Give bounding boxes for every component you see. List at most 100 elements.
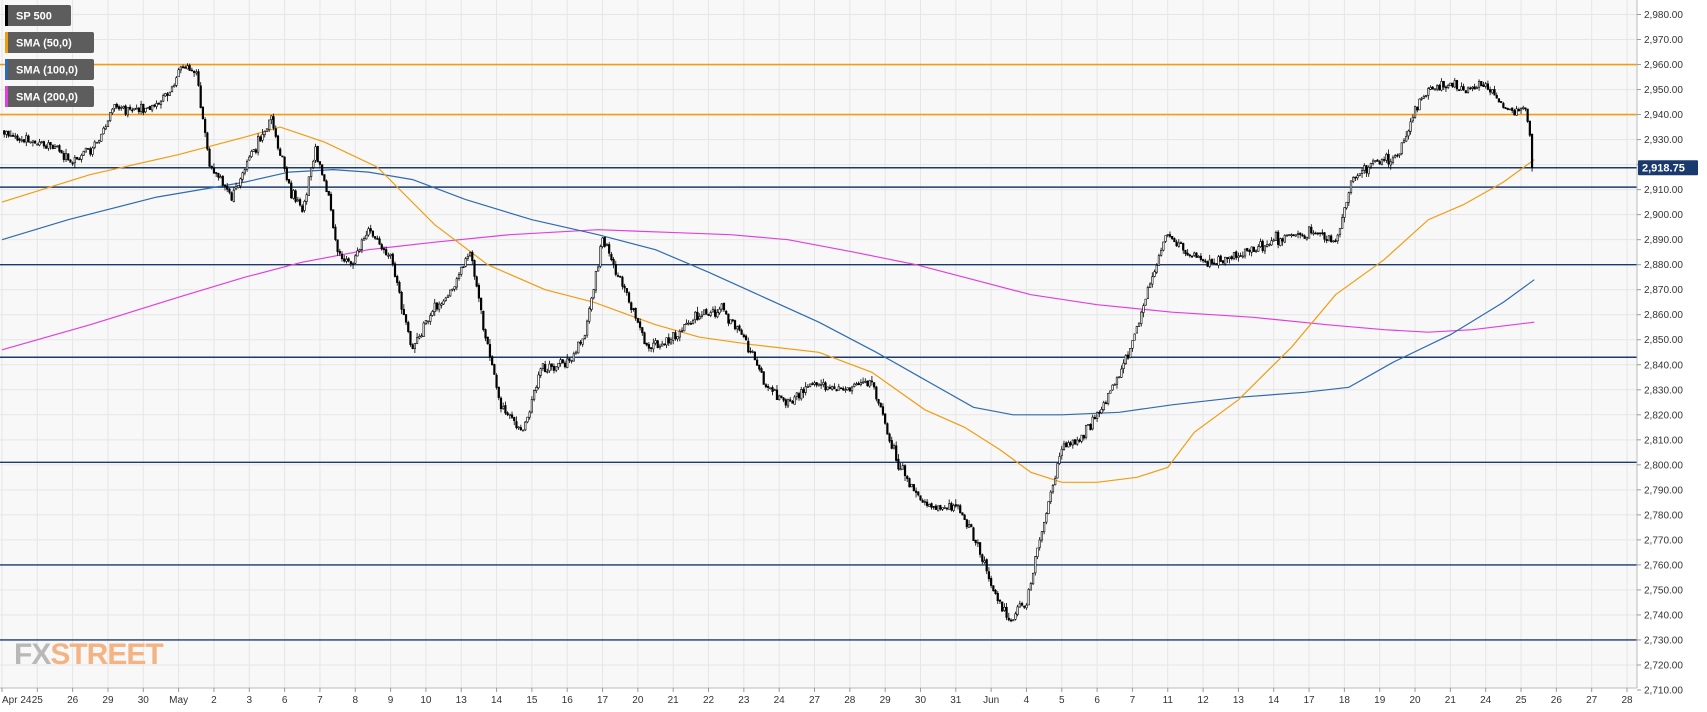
candle-body-up (1367, 167, 1370, 175)
candle-body-up (429, 315, 432, 322)
candle-body-down (223, 184, 227, 187)
candle-body-up (113, 104, 116, 109)
candle-body-down (504, 405, 507, 414)
y-tick-label: 2,810.00 (1644, 435, 1683, 446)
candle-body-down (992, 585, 995, 592)
candle-body-up (976, 542, 979, 545)
candle-body-up (1038, 539, 1041, 548)
candle-body-down (285, 168, 288, 181)
candle-body-up (1166, 234, 1169, 236)
candle-body-up (1027, 589, 1030, 606)
candle-body-up (1162, 241, 1165, 251)
candle-body-down (1387, 153, 1390, 165)
candle-body-up (464, 258, 467, 267)
candle-body-up (1232, 252, 1236, 260)
candle-body-down (22, 139, 26, 143)
candle-body-up (948, 503, 951, 510)
candle-body-down (1319, 232, 1322, 235)
candle-body-down (488, 344, 492, 358)
candle-body-up (239, 178, 242, 187)
candle-body-up (1237, 255, 1240, 258)
legend-color-swatch (5, 32, 8, 53)
candle-body-down (764, 384, 768, 388)
candle-body-up (1025, 604, 1028, 609)
candle-body-down (486, 336, 489, 345)
candle-body-up (14, 135, 17, 138)
candle-body-up (1345, 201, 1348, 209)
x-tick-label: 14 (491, 695, 503, 706)
candle-body-up (1307, 226, 1311, 239)
candle-body-down (301, 205, 304, 213)
candle-body-down (1489, 89, 1492, 93)
candle-body-up (1047, 501, 1050, 514)
candle-body-down (385, 249, 388, 256)
legend-color-swatch (5, 5, 8, 26)
candle-body-up (1036, 547, 1039, 558)
candle-body-down (961, 512, 964, 516)
candle-body-up (1347, 192, 1350, 203)
candle-body-down (497, 386, 500, 398)
candle-body-down (714, 309, 717, 317)
candle-body-down (1480, 81, 1483, 87)
candle-body-down (1292, 234, 1295, 237)
candle-body-up (605, 244, 609, 247)
svg-text:FXSTREET: FXSTREET (14, 638, 163, 671)
candle-body-up (680, 330, 684, 332)
candle-body-up (1118, 376, 1121, 379)
logo-fx-text: FX (14, 638, 51, 671)
x-tick-label: 25 (1515, 695, 1527, 706)
candle-body-up (1115, 377, 1119, 385)
candle-body-down (137, 107, 140, 113)
candle-body-up (111, 108, 114, 114)
candle-body-up (1096, 412, 1099, 419)
candle-body-down (727, 313, 730, 324)
candle-body-up (1155, 264, 1158, 273)
candle-body-down (998, 599, 1002, 602)
candle-body-up (1471, 86, 1474, 89)
x-tick-label: 7 (317, 695, 323, 706)
x-tick-label: 20 (1409, 695, 1421, 706)
candle-body-down (674, 332, 677, 340)
candle-body-down (329, 193, 333, 211)
y-tick-label: 2,840.00 (1644, 360, 1683, 371)
candle-body-down (1078, 439, 1081, 442)
y-tick-label: 2,960.00 (1644, 60, 1683, 71)
candle-body-up (1228, 256, 1231, 260)
candle-body-down (1215, 263, 1218, 265)
candle-body-down (1005, 606, 1008, 618)
candle-body-up (1080, 434, 1083, 442)
candle-body-down (1065, 442, 1068, 448)
candle-body-down (722, 302, 726, 311)
candle-body-down (1310, 226, 1313, 234)
candle-body-up (901, 465, 904, 470)
candle-body-down (632, 308, 635, 310)
candle-body-up (1413, 106, 1417, 118)
candle-body-up (292, 190, 295, 199)
candle-body-up (1140, 311, 1143, 324)
candle-body-up (1272, 239, 1275, 242)
x-tick-label: 29 (102, 695, 114, 706)
candle-body-up (95, 141, 99, 144)
candle-body-down (608, 244, 611, 254)
x-tick-label: 29 (880, 695, 892, 706)
candle-body-up (219, 176, 222, 179)
candle-body-down (1530, 133, 1534, 169)
candle-body-up (100, 133, 103, 142)
candle-body-up (678, 331, 681, 338)
candle-body-down (166, 93, 169, 96)
candle-body-up (296, 199, 299, 202)
candle-body-up (73, 157, 76, 164)
candle-body-down (939, 505, 942, 510)
candle-body-down (888, 433, 891, 442)
candle-body-down (974, 539, 977, 544)
x-tick-label: 6 (282, 695, 288, 706)
candle-body-up (577, 341, 580, 354)
candle-body-down (1528, 120, 1531, 136)
candle-body-up (826, 386, 829, 390)
candle-body-up (517, 426, 520, 429)
candle-body-up (1369, 163, 1372, 168)
candle-body-down (870, 380, 874, 383)
candle-body-down (128, 106, 132, 110)
x-tick-label: 13 (456, 695, 468, 706)
